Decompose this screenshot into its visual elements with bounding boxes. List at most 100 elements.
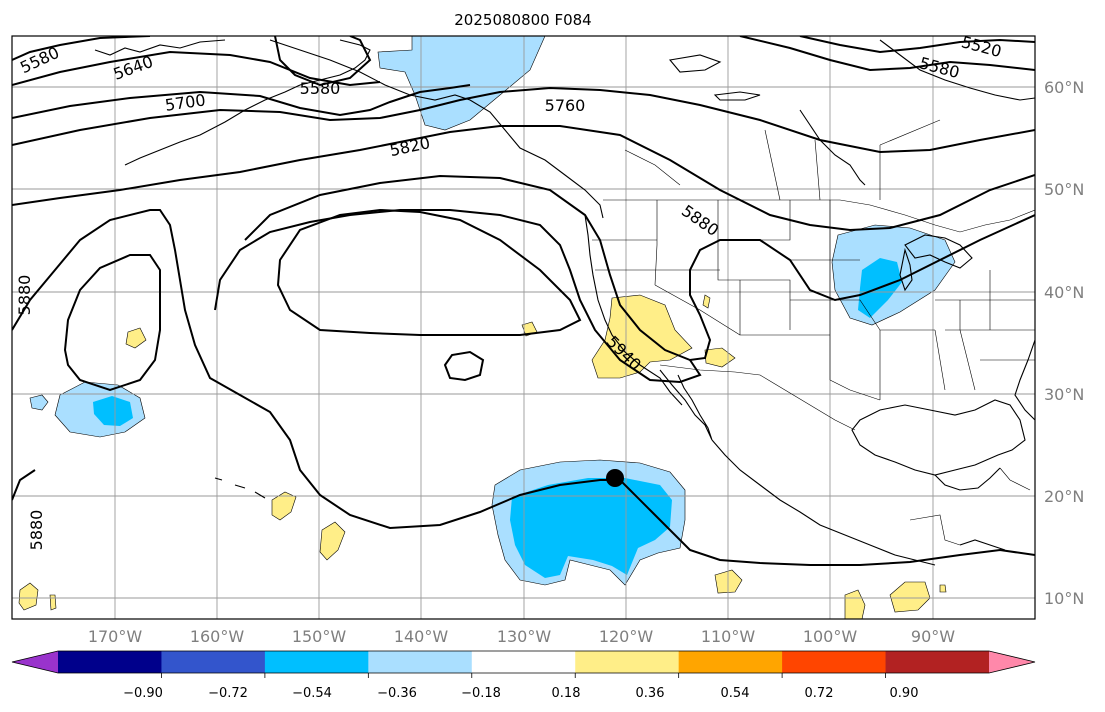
colorbar-tick-label: 0.54 — [721, 686, 750, 701]
colorbar-tick-label: −0.90 — [123, 686, 163, 701]
hudson-bay-area — [879, 39, 1035, 101]
shade-hawaii-2 — [319, 521, 346, 561]
contour-5760 — [12, 86, 1035, 154]
lon-label: 160°W — [190, 627, 245, 646]
colorbar-tick-label: −0.18 — [461, 686, 501, 701]
map-title: 2025080800 F084 — [454, 11, 591, 29]
colorbar-tick-label: −0.54 — [292, 686, 332, 701]
shade-small-2 — [125, 327, 147, 349]
contour-5580-b — [274, 36, 372, 87]
colorbar-segment — [161, 651, 266, 673]
contour-5940-inner — [276, 208, 582, 336]
lat-label: 30°N — [1044, 385, 1084, 404]
contour-5880-left — [12, 469, 36, 501]
gulf-of-mexico — [851, 399, 1026, 476]
lon-label: 130°W — [497, 627, 552, 646]
longitude-labels: 170°W 160°W 150°W 140°W 130°W 120°W 110°… — [88, 627, 955, 646]
yucatan — [934, 467, 1001, 491]
gridlines — [12, 36, 1035, 619]
colorbar: −0.90 −0.72 −0.54 −0.36 −0.18 0.18 0.36 … — [11, 650, 1036, 701]
shade-central-pacific-core — [93, 396, 133, 426]
shade-gulf-alaska — [377, 36, 546, 131]
contour-5580-a — [12, 36, 151, 61]
colorbar-segment — [264, 651, 369, 673]
colorbar-outline — [11, 650, 1036, 674]
contour-label-5880-inner: 5880 — [15, 275, 34, 316]
lat-label: 40°N — [1044, 283, 1084, 302]
shade-central-america-1 — [844, 589, 866, 619]
contour-label-5580-b: 5580 — [300, 79, 341, 98]
colorbar-tick-label: −0.36 — [377, 686, 417, 701]
contour-label-5760: 5760 — [545, 96, 586, 115]
colorbar-segment — [678, 651, 783, 673]
shade-small-6 — [939, 584, 947, 593]
contour-5520 — [799, 36, 1035, 54]
us-mexico-border — [659, 364, 856, 431]
colorbar-tick-label: 0.36 — [636, 686, 665, 701]
latitude-labels: 60°N 50°N 40°N 30°N 20°N 10°N — [1044, 78, 1084, 608]
contour-5640 — [12, 50, 381, 87]
map-frame — [11, 35, 1036, 620]
mexico-pacific-coast — [711, 439, 936, 566]
contour-5700 — [12, 84, 471, 119]
colorbar-tick-label: 0.18 — [552, 686, 581, 701]
storm-center-marker[interactable] — [606, 469, 624, 487]
colorbar-extend-min — [12, 651, 58, 673]
contour-5940-small — [443, 350, 485, 382]
lat-label: 60°N — [1044, 78, 1084, 97]
us-canada-border — [603, 199, 1035, 233]
shade-arizona — [704, 347, 736, 368]
shade-small-blob — [29, 394, 49, 411]
north-coast — [94, 39, 226, 56]
lat-label: 10°N — [1044, 589, 1084, 608]
alaska-peninsula — [299, 39, 371, 86]
shade-small-5 — [714, 569, 743, 594]
lon-label: 100°W — [803, 627, 858, 646]
contour-5880-outer — [12, 209, 1035, 566]
contour-5580-right — [739, 36, 1035, 72]
colorbar-segment — [885, 651, 990, 673]
colorbar-segment — [471, 651, 576, 673]
lat-label: 20°N — [1044, 487, 1084, 506]
contour-5940-big — [214, 209, 702, 384]
east-coast — [1014, 339, 1035, 421]
contour-5880-main — [244, 174, 1035, 362]
lon-label: 110°W — [701, 627, 756, 646]
james-bay — [799, 109, 866, 186]
great-lakes — [904, 234, 973, 269]
lat-label: 50°N — [1044, 180, 1084, 199]
colorbar-extend-max — [989, 651, 1035, 673]
contour-label-5880-left: 5880 — [27, 510, 46, 551]
colorbar-tick-labels: −0.90 −0.72 −0.54 −0.36 −0.18 0.18 0.36 … — [123, 686, 918, 701]
lon-label: 90°W — [911, 627, 955, 646]
alaska-coast — [269, 39, 604, 219]
colorbar-segment — [368, 651, 473, 673]
colorbar-tick-label: 0.72 — [805, 686, 834, 701]
colorbar-segment — [58, 651, 162, 673]
shade-nevada-blob — [702, 294, 711, 309]
coastlines — [94, 39, 1035, 566]
shade-small-3 — [18, 582, 39, 611]
contour-5880-inner — [63, 254, 161, 392]
hawaii-islands — [214, 477, 266, 499]
colorbar-tick-label: −0.72 — [208, 686, 248, 701]
colorbar-tick-label: 0.90 — [890, 686, 919, 701]
shade-hawaii-1 — [271, 491, 297, 521]
height-contours — [12, 36, 1035, 566]
shade-eastern-pacific-core — [510, 478, 672, 578]
canada-islands — [668, 54, 722, 73]
cuba — [959, 539, 1006, 551]
shade-small-4 — [49, 594, 57, 611]
lon-label: 170°W — [88, 627, 143, 646]
anomaly-shading-negative-strong — [93, 258, 902, 578]
lon-label: 150°W — [292, 627, 347, 646]
map-area: 5580 5640 5700 5580 5760 5820 5520 5580 … — [12, 36, 1035, 619]
canada-islands-2 — [713, 91, 761, 101]
lon-label: 120°W — [599, 627, 654, 646]
lake-michigan — [899, 247, 913, 292]
colorbar-segment — [782, 651, 887, 673]
colorbar-segment — [575, 651, 680, 673]
lon-label: 140°W — [394, 627, 449, 646]
contour-5820 — [12, 125, 1035, 232]
